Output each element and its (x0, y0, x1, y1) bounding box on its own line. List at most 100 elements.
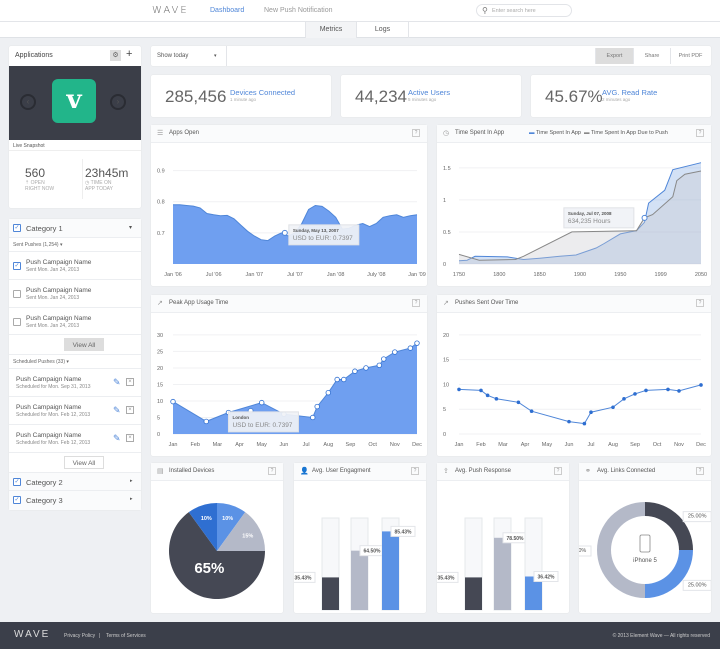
data-point (529, 409, 534, 414)
engage-chart-card: 👤Avg. User Engagment? Low35.43%Med64.50%… (294, 463, 426, 613)
x-tick-label: 1800 (493, 272, 505, 278)
applications-title: Applications (15, 52, 53, 59)
sent-push-item[interactable]: Push Campaign Name Sent Mon. Jan 24, 201… (9, 307, 141, 335)
next-arrow-icon[interactable]: › (110, 94, 126, 110)
checkbox-icon[interactable]: ✓ (13, 262, 21, 270)
y-tick-label: 1.5 (443, 166, 451, 172)
x-tick-label: Nov (390, 442, 400, 448)
data-point (582, 421, 587, 426)
checkbox-icon[interactable]: ✓ (13, 224, 21, 232)
x-tick-label: Feb (476, 442, 485, 448)
scheduled-push-item[interactable]: Push Campaign Name Scheduled for Mon. Fe… (9, 396, 141, 424)
chart-icon: 👤 (300, 468, 309, 475)
x-tick-label: Jun (565, 442, 574, 448)
scheduled-pushes-dropdown[interactable]: Scheduled Pushes (33) ▾ (9, 354, 141, 368)
slice-label: 50.00% (579, 548, 586, 554)
edit-icon[interactable]: ✎ (113, 433, 121, 443)
area-fill (459, 162, 701, 264)
data-point (352, 368, 358, 374)
chart-title: Apps Open (169, 130, 200, 136)
share-button[interactable]: Share (633, 48, 670, 64)
tab-metrics[interactable]: Metrics (305, 22, 357, 38)
checkbox-icon[interactable] (13, 318, 21, 326)
edit-icon[interactable]: ✎ (113, 377, 121, 387)
tooltip-text: USD to EUR: 0.7397 (293, 235, 353, 242)
apps-chart: 0.7 0.8 0.9 Jan '06 Jul '06 Jan '07 Jul '07 Jan… (157, 169, 426, 278)
x-tick-label: 1999 (655, 272, 667, 278)
checkbox-icon[interactable] (13, 290, 21, 298)
y-tick-label: 20 (157, 366, 163, 372)
pie-slice-android (217, 503, 246, 551)
help-icon[interactable]: ? (554, 467, 562, 475)
search-input[interactable]: ⚲ Enter search here (476, 4, 572, 17)
series-line (458, 170, 702, 261)
data-label-box (579, 545, 592, 557)
nav-new-push[interactable]: New Push Notification (264, 7, 333, 14)
chart-title: Installed Devices (169, 468, 215, 474)
category-2-header[interactable]: ✓ Category 2 ▸ (9, 472, 141, 490)
help-icon[interactable]: ? (411, 467, 419, 475)
copyright: © 2013 Element Wave — All rights reserve… (612, 633, 710, 639)
x-tick-label: Jun (279, 442, 288, 448)
category-3-header[interactable]: ✓ Category 3 ▸ (9, 490, 141, 510)
view-all-sent-button[interactable]: View All (64, 338, 104, 351)
top-bar (0, 0, 720, 22)
privacy-link[interactable]: Privacy Policy (64, 633, 96, 639)
vine-app-icon[interactable]: v (52, 79, 96, 123)
center-label: iPhone 5 (633, 558, 657, 564)
data-point (644, 388, 648, 393)
peak-chart: 0 5 10 15 20 25 30 Jan Feb Mar Apr May Jun Jul Aug Sep O… (157, 333, 422, 448)
export-button[interactable]: Export (595, 48, 633, 64)
help-icon[interactable]: ? (696, 129, 704, 137)
bar-value-label: 85.43% (395, 529, 413, 535)
data-point (485, 393, 490, 398)
chart-title: Avg. User Engagment (312, 468, 371, 474)
logo[interactable]: WAVE (152, 5, 189, 16)
data-point (677, 389, 681, 393)
bar-value-label: 36.42% (538, 574, 556, 580)
series-line (458, 384, 702, 425)
bar-value-label: 35.43% (295, 575, 313, 581)
sent-push-item[interactable]: ✓ Push Campaign Name Sent Mon. Jan 24, 2… (9, 251, 141, 279)
view-all-scheduled-button[interactable]: View All (64, 456, 104, 469)
prev-arrow-icon[interactable]: ‹ (20, 94, 36, 110)
edit-icon[interactable]: ✎ (113, 405, 121, 415)
bar-value-label: 78.50% (507, 536, 525, 542)
stat-card: 285,456 Devices Connected 1 minute ago (151, 75, 331, 117)
chevron-down-icon: ▾ (129, 225, 133, 231)
delete-icon[interactable]: × (126, 434, 134, 442)
sent-push-item[interactable]: Push Campaign Name Sent Mon. Jan 24, 201… (9, 279, 141, 307)
help-icon[interactable]: ? (268, 467, 276, 475)
data-point (516, 400, 521, 405)
scheduled-push-item[interactable]: Push Campaign Name Scheduled for Mon. Se… (9, 368, 141, 396)
category-1-header[interactable]: ✓ Category 1 ▾ (9, 219, 141, 237)
checkbox-icon[interactable]: ✓ (13, 496, 21, 504)
terms-link[interactable]: Terms of Services (106, 633, 146, 639)
data-point (259, 399, 265, 406)
time-chart-card: ◷ Time Spent In App ▬ Time Spent In App ▬ … (437, 125, 711, 286)
checkbox-icon[interactable]: ✓ (13, 478, 21, 486)
gear-icon[interactable]: ⚙ (110, 50, 121, 61)
scheduled-push-item[interactable]: Push Campaign Name Scheduled for Mon. Fe… (9, 424, 141, 452)
print-pdf-button[interactable]: Print PDF (670, 48, 710, 64)
y-tick-label: 0.9 (157, 169, 165, 175)
x-tick-label: Dec (696, 442, 706, 448)
sent-pushes-dropdown[interactable]: Sent Pushes (1,254) ▾ (9, 237, 141, 251)
help-icon[interactable]: ? (412, 129, 420, 137)
bar-high (382, 531, 399, 610)
delete-icon[interactable]: × (126, 406, 134, 414)
y-tick-label: 15 (157, 382, 163, 388)
tab-logs[interactable]: Logs (357, 22, 409, 38)
range-select[interactable]: Show today ▾ (151, 46, 227, 66)
add-icon[interactable]: + (126, 48, 133, 60)
time-on-app: 23h45m (85, 166, 129, 180)
nav-dashboard[interactable]: Dashboard (210, 7, 245, 14)
help-icon[interactable]: ? (696, 299, 704, 307)
help-icon[interactable]: ? (696, 467, 704, 475)
data-label-box (437, 571, 459, 583)
delete-icon[interactable]: × (126, 378, 134, 386)
footer-logo: WAVE (14, 629, 51, 640)
bar-med (494, 537, 511, 610)
y-tick-label: 25 (157, 349, 163, 355)
help-icon[interactable]: ? (412, 299, 420, 307)
